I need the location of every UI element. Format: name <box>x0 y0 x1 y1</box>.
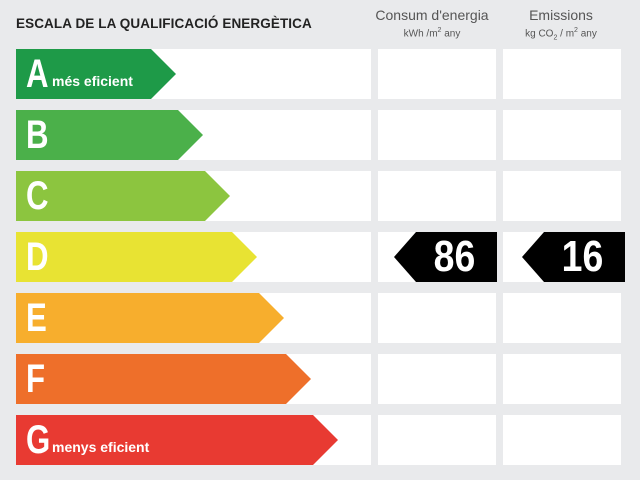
energy-column-unit: kWh /m2 any <box>403 27 461 40</box>
rating-letter-b: B <box>26 113 49 157</box>
rating-letter-d: D <box>26 235 49 279</box>
rating-arrow-c: C <box>16 171 230 221</box>
energy-cell-g <box>378 415 496 465</box>
emissions-rating-marker: 16 <box>522 232 625 282</box>
energy-cell-c <box>378 171 496 221</box>
energy-cell-f <box>378 354 496 404</box>
rating-letter-g: G <box>26 418 51 462</box>
emissions-cell-a <box>503 49 621 99</box>
rating-letter-a: A <box>26 52 49 96</box>
rating-letter-e: E <box>26 296 47 340</box>
energy-column-title: Consum d'energia <box>375 7 489 23</box>
chart-title: ESCALA DE LA QUALIFICACIÓ ENERGÈTICA <box>16 16 312 31</box>
emissions-column-title: Emissions <box>529 7 593 23</box>
rating-arrow-d: D <box>16 232 257 282</box>
rating-arrow-b: B <box>16 110 203 160</box>
energy-rating-value: 86 <box>433 232 476 281</box>
rating-note-a: més eficient <box>52 73 133 89</box>
emissions-cell-b <box>503 110 621 160</box>
rating-letter-c: C <box>26 174 49 218</box>
rating-arrow-f: F <box>16 354 311 404</box>
emissions-column-unit: kg CO2 / m2 any <box>525 27 597 42</box>
emissions-cell-g <box>503 415 621 465</box>
energy-column-header: Consum d'energia kWh /m2 any <box>372 6 492 41</box>
energy-cell-e <box>378 293 496 343</box>
emissions-cell-f <box>503 354 621 404</box>
energy-cell-b <box>378 110 496 160</box>
rating-arrow-e: E <box>16 293 284 343</box>
energy-rating-marker: 86 <box>394 232 497 282</box>
energy-cell-a <box>378 49 496 99</box>
rating-letter-f: F <box>26 357 46 401</box>
emissions-rating-value: 16 <box>561 232 604 281</box>
emissions-column-header: Emissions kg CO2 / m2 any <box>502 6 620 45</box>
rating-note-g: menys eficient <box>52 439 150 455</box>
emissions-cell-e <box>503 293 621 343</box>
emissions-cell-c <box>503 171 621 221</box>
